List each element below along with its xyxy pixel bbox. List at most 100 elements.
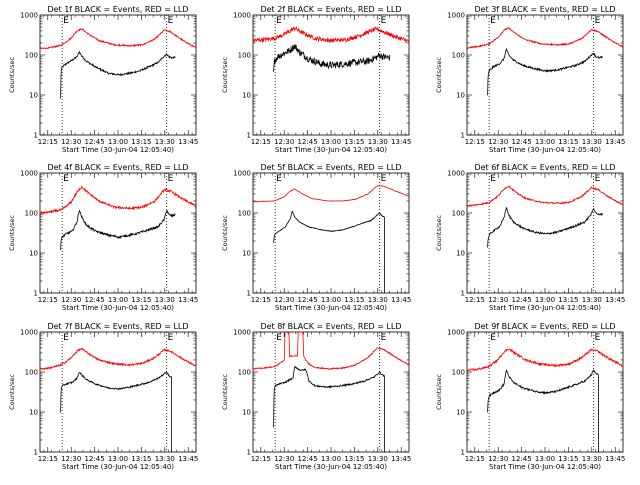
plot-frame [466,331,624,453]
x-tick-label: 13:30 [582,455,602,463]
y-tick-label: 100 [238,210,251,218]
plot-frame [252,331,410,453]
events-series-line [60,209,176,251]
y-tick-label: 1 [461,132,465,140]
x-tick-label: 12:30 [274,296,294,304]
y-tick-label: 100 [238,369,251,377]
events-series-line [487,369,599,452]
y-tick-label: 1000 [233,12,251,20]
x-tick-label: 13:30 [368,138,388,146]
lld-series-line [466,348,624,373]
y-tick-label: 10 [242,409,251,417]
x-tick-label: 13:15 [344,138,364,146]
x-tick-label: 12:30 [61,138,81,146]
x-tick-label: 12:45 [85,455,105,463]
x-tick-label: 13:30 [155,455,175,463]
x-tick-label: 12:30 [61,455,81,463]
x-tick-label: 13:45 [391,296,411,304]
y-tick-label: 100 [238,52,251,60]
detector-panel: Det 3f BLACK = Events, RED = LLD 1 10 100 10… [435,5,625,154]
x-tick-label: 12:45 [298,455,318,463]
x-tick-label: 12:45 [85,138,105,146]
x-tick-label: 13:45 [178,455,198,463]
x-tick-label: 13:00 [535,296,555,304]
detector-panel: Det 5f BLACK = Events, RED = LLD 1 10 100 10… [221,163,411,312]
time-marker-glyph: E [63,16,69,26]
x-tick-label: 13:30 [155,138,175,146]
x-tick-label: 13:30 [582,296,602,304]
x-tick-label: 13:00 [108,138,128,146]
panel-title: Det 3f BLACK = Events, RED = LLD [474,5,615,14]
time-marker-glyph: E [490,174,496,184]
lld-series-line [39,185,197,216]
x-tick-label: 13:30 [582,138,602,146]
x-tick-label: 13:30 [368,296,388,304]
x-tick-label: 13:15 [344,296,364,304]
x-tick-label: 12:45 [512,455,532,463]
x-tick-label: 12:15 [251,296,271,304]
x-tick-label: 13:15 [558,455,578,463]
events-series-line [487,207,603,248]
x-axis-label: Start Time (30-Jun-04 12:05:40) [275,463,387,471]
panel-title: Det 4f BLACK = Events, RED = LLD [47,163,188,172]
y-axis-label: Counts/sec [435,215,443,251]
x-tick-label: 12:45 [298,296,318,304]
detector-panel: Det 6f BLACK = Events, RED = LLD 1 10 100 10… [435,163,625,312]
time-marker-glyph: E [595,333,601,343]
y-tick-label: 10 [456,409,465,417]
x-tick-label: 12:15 [465,455,485,463]
time-marker-glyph: E [490,16,496,26]
y-tick-label: 100 [452,369,465,377]
y-axis-label: Counts/sec [8,374,16,410]
x-tick-label: 13:45 [178,138,198,146]
plot-frame [39,172,197,294]
x-tick-label: 13:00 [321,138,341,146]
x-tick-label: 12:30 [488,455,508,463]
y-axis-label: Counts/sec [221,215,229,251]
lld-series-line [466,26,624,49]
time-marker-glyph: E [168,16,174,26]
x-axis-label: Start Time (30-Jun-04 12:05:40) [62,146,174,154]
panel-title: Det 2f BLACK = Events, RED = LLD [260,5,401,14]
x-tick-label: 12:45 [512,138,532,146]
y-tick-label: 1000 [447,329,465,337]
y-tick-label: 1000 [20,170,38,178]
y-tick-label: 1 [461,290,465,298]
y-axis-label: Counts/sec [8,215,16,251]
panel-title: Det 9f BLACK = Events, RED = LLD [474,322,615,331]
time-marker-glyph: E [381,333,387,343]
x-axis-label: Start Time (30-Jun-04 12:05:40) [62,463,174,471]
y-tick-label: 100 [25,52,38,60]
detector-panel: Det 8f BLACK = Events, RED = LLD 1 10 100 10… [221,322,411,471]
x-tick-label: 13:45 [605,455,625,463]
x-tick-label: 13:30 [368,455,388,463]
x-axis-label: Start Time (30-Jun-04 12:05:40) [489,146,601,154]
x-tick-label: 13:15 [131,455,151,463]
x-tick-label: 13:45 [178,296,198,304]
lld-series-line [466,185,624,208]
y-tick-label: 10 [242,250,251,258]
y-tick-label: 10 [242,92,251,100]
panel-title: Det 8f BLACK = Events, RED = LLD [260,322,401,331]
x-tick-label: 13:45 [391,455,411,463]
time-marker-glyph: E [381,16,387,26]
lld-series-line [39,28,197,50]
plot-frame [39,331,197,453]
events-series-line [60,50,176,99]
x-tick-label: 12:30 [61,296,81,304]
x-tick-label: 13:45 [605,138,625,146]
y-tick-label: 1000 [20,12,38,20]
time-marker-glyph: E [168,174,174,184]
x-tick-label: 13:00 [321,455,341,463]
y-tick-label: 1000 [447,170,465,178]
x-tick-label: 12:45 [298,138,318,146]
y-tick-label: 1000 [233,170,251,178]
y-tick-label: 10 [29,409,38,417]
x-tick-label: 12:15 [38,455,58,463]
lld-series-line [252,25,410,44]
x-axis-label: Start Time (30-Jun-04 12:05:40) [275,304,387,312]
y-tick-label: 100 [25,210,38,218]
x-tick-label: 12:15 [465,296,485,304]
y-axis-label: Counts/sec [221,374,229,410]
